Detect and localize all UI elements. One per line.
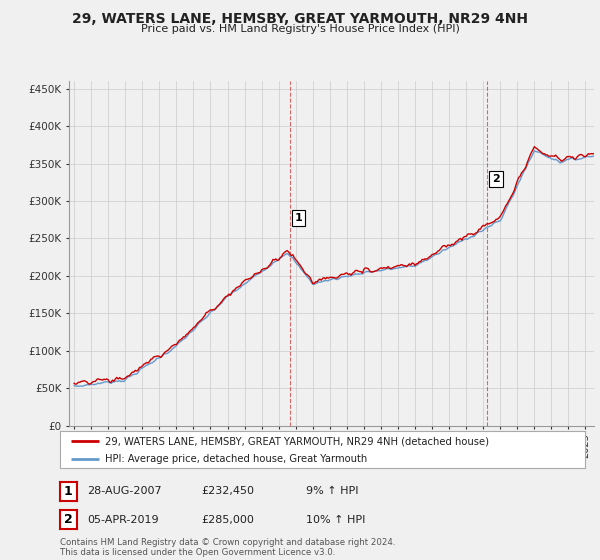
Text: 1: 1 — [64, 484, 73, 498]
Text: Price paid vs. HM Land Registry's House Price Index (HPI): Price paid vs. HM Land Registry's House … — [140, 24, 460, 34]
Text: Contains HM Land Registry data © Crown copyright and database right 2024.
This d: Contains HM Land Registry data © Crown c… — [60, 538, 395, 557]
Text: 10% ↑ HPI: 10% ↑ HPI — [306, 515, 365, 525]
Text: 2: 2 — [64, 513, 73, 526]
Text: 29, WATERS LANE, HEMSBY, GREAT YARMOUTH, NR29 4NH (detached house): 29, WATERS LANE, HEMSBY, GREAT YARMOUTH,… — [104, 436, 488, 446]
Text: 29, WATERS LANE, HEMSBY, GREAT YARMOUTH, NR29 4NH: 29, WATERS LANE, HEMSBY, GREAT YARMOUTH,… — [72, 12, 528, 26]
Text: 9% ↑ HPI: 9% ↑ HPI — [306, 486, 359, 496]
Text: £285,000: £285,000 — [201, 515, 254, 525]
Text: HPI: Average price, detached house, Great Yarmouth: HPI: Average price, detached house, Grea… — [104, 454, 367, 464]
Text: 2: 2 — [492, 174, 500, 184]
Text: 1: 1 — [295, 213, 302, 223]
Text: 05-APR-2019: 05-APR-2019 — [87, 515, 158, 525]
Text: 28-AUG-2007: 28-AUG-2007 — [87, 486, 161, 496]
Text: £232,450: £232,450 — [201, 486, 254, 496]
